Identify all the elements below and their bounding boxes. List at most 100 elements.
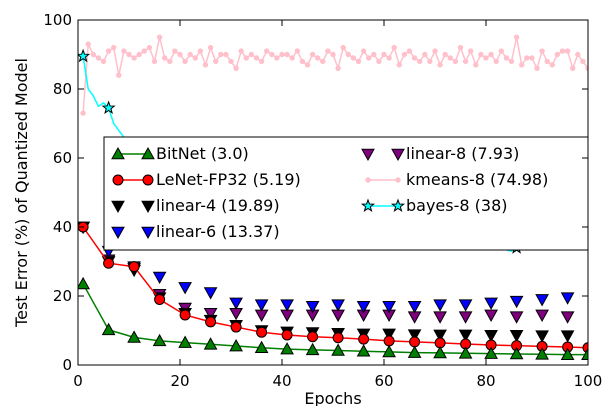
data-point-bitnet-3-0 [127, 330, 141, 343]
data-point-kmeans-8-74-98 [182, 58, 188, 65]
data-point-kmeans-8-74-98 [253, 55, 260, 61]
data-point-bitnet-3-0 [535, 347, 549, 360]
legend-label: linear-4 (19.89) [156, 196, 280, 215]
data-point-kmeans-8-74-98 [488, 51, 494, 58]
data-point-bitnet-3-0 [356, 344, 371, 357]
series-bitnet-3-0 [78, 276, 588, 360]
data-point-kmeans-8-74-98 [575, 51, 581, 58]
legend-marker-linear-8-7-93 [391, 148, 405, 162]
legend-label: bayes-8 (38) [406, 196, 508, 215]
series-layer [78, 34, 588, 360]
data-point-linear-8-7-93 [560, 311, 575, 324]
data-point-bitnet-3-0 [280, 342, 294, 355]
data-point-kmeans-8-74-98 [141, 48, 148, 54]
data-point-kmeans-8-74-98 [457, 44, 464, 51]
data-point-linear-4-19-89 [407, 329, 422, 342]
data-point-kmeans-8-74-98 [111, 44, 117, 51]
data-point-bitnet-3-0 [382, 344, 396, 358]
data-point-bitnet-3-0 [178, 335, 192, 348]
legend-marker-lenet-fp32-5-19 [112, 174, 124, 186]
data-point-kmeans-8-74-98 [513, 34, 520, 40]
data-point-kmeans-8-74-98 [309, 51, 316, 58]
data-point-linear-8-7-93 [331, 309, 345, 323]
data-point-bitnet-3-0 [203, 337, 218, 350]
data-point-kmeans-8-74-98 [580, 58, 586, 65]
data-point-kmeans-8-74-98 [243, 55, 250, 61]
legend-marker-kmeans-8-74-98 [365, 177, 371, 183]
data-point-kmeans-8-74-98 [146, 44, 153, 51]
legend-entry-linear-6-13-37: linear-6 (13.37) [111, 222, 280, 241]
data-point-linear-6-13-37 [458, 299, 473, 312]
data-point-kmeans-8-74-98 [570, 65, 576, 72]
data-point-linear-6-13-37 [229, 297, 243, 310]
data-point-lenet-fp32-5-19 [307, 331, 319, 343]
legend-marker-lenet-fp32-5-19 [142, 174, 154, 186]
data-point-kmeans-8-74-98 [187, 51, 193, 58]
data-point-kmeans-8-74-98 [345, 51, 351, 58]
data-point-kmeans-8-74-98 [366, 55, 372, 61]
x-tick-label: 80 [476, 372, 495, 390]
data-point-kmeans-8-74-98 [177, 51, 183, 58]
series-linear-6-13-37 [78, 221, 575, 314]
data-point-kmeans-8-74-98 [100, 58, 107, 65]
data-point-bitnet-3-0 [581, 347, 588, 360]
legend-box [103, 136, 589, 251]
y-tick-label: 0 [62, 356, 72, 374]
data-point-linear-6-13-37 [407, 301, 422, 314]
data-point-kmeans-8-74-98 [121, 48, 127, 54]
data-point-kmeans-8-74-98 [422, 51, 428, 58]
legend-label: BitNet (3.0) [156, 144, 249, 163]
data-point-lenet-fp32-5-19 [256, 326, 268, 338]
data-point-kmeans-8-74-98 [417, 58, 423, 65]
data-point-kmeans-8-74-98 [269, 51, 275, 58]
data-point-kmeans-8-74-98 [483, 55, 489, 61]
data-point-lenet-fp32-5-19 [128, 261, 140, 273]
data-point-kmeans-8-74-98 [320, 58, 326, 65]
data-point-bitnet-3-0 [407, 345, 422, 358]
data-point-kmeans-8-74-98 [508, 58, 515, 65]
data-point-kmeans-8-74-98 [335, 65, 341, 72]
data-point-linear-8-7-93 [203, 307, 218, 321]
legend-entry-kmeans-8-74-98: kmeans-8 (74.98) [365, 170, 548, 189]
legend-marker-bitnet-3-0 [141, 146, 155, 160]
legend-marker-kmeans-8-74-98 [395, 177, 401, 183]
y-tick-label: 20 [53, 287, 72, 305]
data-point-bitnet-3-0 [101, 322, 116, 336]
data-point-bitnet-3-0 [254, 340, 269, 354]
data-point-kmeans-8-74-98 [156, 34, 163, 40]
series-line-kmeans-8-74-98 [82, 37, 588, 114]
data-point-kmeans-8-74-98 [172, 48, 178, 54]
data-point-linear-4-19-89 [509, 330, 524, 343]
data-point-kmeans-8-74-98 [524, 55, 530, 61]
legend-label: linear-8 (7.93) [406, 144, 519, 163]
data-point-kmeans-8-74-98 [371, 51, 377, 58]
data-point-lenet-fp32-5-19 [409, 336, 421, 348]
data-point-kmeans-8-74-98 [559, 48, 566, 54]
data-point-linear-6-13-37 [560, 292, 575, 305]
data-point-linear-6-13-37 [178, 282, 192, 295]
data-point-kmeans-8-74-98 [411, 55, 418, 61]
data-point-kmeans-8-74-98 [264, 48, 270, 54]
data-point-kmeans-8-74-98 [447, 55, 453, 61]
data-point-kmeans-8-74-98 [381, 51, 387, 58]
plot-frame [77, 19, 589, 366]
data-point-lenet-fp32-5-19 [358, 333, 370, 345]
data-point-kmeans-8-74-98 [442, 51, 448, 58]
data-point-kmeans-8-74-98 [386, 55, 392, 61]
data-point-kmeans-8-74-98 [192, 55, 199, 61]
data-point-linear-6-13-37 [305, 301, 320, 314]
legend-entry-linear-8-7-93: linear-8 (7.93) [361, 144, 519, 163]
data-point-bitnet-3-0 [560, 347, 575, 360]
legend-marker-linear-4-19-89 [111, 200, 125, 214]
data-point-bitnet-3-0 [78, 276, 90, 290]
legend-entry-bitnet-3-0: BitNet (3.0) [111, 144, 249, 163]
data-point-kmeans-8-74-98 [279, 51, 285, 58]
legend-marker-bitnet-3-0 [111, 146, 125, 160]
data-point-linear-8-7-93 [407, 311, 422, 324]
data-point-linear-6-13-37 [509, 295, 524, 309]
data-point-kmeans-8-74-98 [406, 48, 413, 54]
data-point-kmeans-8-74-98 [80, 110, 86, 116]
y-tick-label: 100 [43, 11, 72, 29]
data-point-kmeans-8-74-98 [503, 55, 510, 61]
